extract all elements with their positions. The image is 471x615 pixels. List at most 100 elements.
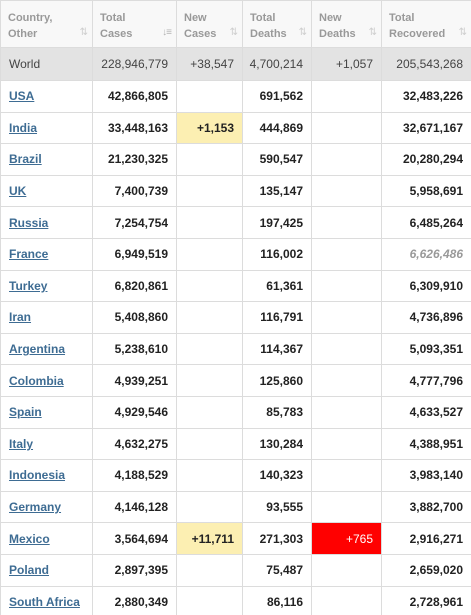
total-recovered-cell: 3,983,140 [381,459,471,492]
total-deaths-cell: 116,791 [242,301,312,334]
new-deaths-cell: +765 [311,522,382,555]
header-total-cases[interactable]: Total Cases ↓≡ [92,0,177,48]
country-link[interactable]: Italy [9,436,34,451]
sort-desc-icon[interactable]: ↓≡ [162,27,172,38]
new-cases-cell [176,332,243,366]
total-cases-cell: 21,230,325 [92,143,177,176]
table-row: Mexico 3,564,694 +11,711 271,303 +765 2,916,2… [0,522,471,555]
header-total-cases-line2: Cases [100,28,133,40]
total-recovered-cell: 4,777,796 [381,364,471,397]
total-recovered-cell: 2,659,020 [381,553,471,587]
total-recovered-cell: 4,633,527 [381,395,471,429]
new-deaths-cell [311,80,382,113]
header-new-deaths[interactable]: New Deaths ⇅ [311,0,382,48]
country-cell: Spain [0,395,93,429]
total-cases-cell: 6,820,861 [92,269,177,303]
country-cell: India [0,111,93,145]
new-deaths-cell [311,269,382,303]
total-deaths-cell: 197,425 [242,206,312,239]
country-link[interactable]: Poland [9,563,50,578]
header-new-deaths-line1: New [319,12,342,24]
header-country[interactable]: Country, Other ⇅ [0,0,93,48]
country-cell: Argentina [0,332,93,366]
country-link[interactable]: Mexico [9,531,50,546]
total-cases-cell: 2,897,395 [92,553,177,587]
new-cases-cell [176,459,243,492]
new-deaths-cell [311,490,382,524]
new-deaths-cell [311,174,382,208]
country-cell: Poland [0,553,93,587]
table-row: Argentina 5,238,610 114,367 5,093,351 [0,332,471,366]
header-total-deaths[interactable]: Total Deaths ⇅ [242,0,312,48]
total-recovered-cell: 32,671,167 [381,111,471,145]
country-link[interactable]: Spain [9,405,42,420]
country-link[interactable]: UK [9,184,27,199]
country-cell: Colombia [0,364,93,397]
country-link[interactable]: Germany [9,500,62,515]
header-new-cases-line2: Cases [184,28,217,40]
country-link[interactable]: India [9,120,38,135]
total-deaths-cell: 93,555 [242,490,312,524]
country-link[interactable]: Turkey [9,278,48,293]
total-deaths-cell: 86,116 [242,585,312,615]
total-deaths-cell: 85,783 [242,395,312,429]
header-total-recovered[interactable]: Total Recovered ⇅ [381,0,471,48]
country-cell: Italy [0,427,93,461]
table-row: France 6,949,519 116,002 6,626,486 [0,237,471,271]
total-recovered-cell: 6,485,264 [381,206,471,239]
new-cases-cell [176,80,243,113]
total-deaths-cell: 590,547 [242,143,312,176]
country-cell: Brazil [0,143,93,176]
new-cases-cell [176,585,243,615]
country-cell: South Africa [0,585,93,615]
total-cases-cell: 7,400,739 [92,174,177,208]
new-deaths-cell [311,364,382,397]
new-deaths-cell [311,553,382,587]
sort-both-icon[interactable]: ⇅ [458,27,467,38]
country-link[interactable]: France [9,247,49,262]
country-link[interactable]: Indonesia [9,468,66,483]
country-cell: France [0,237,93,271]
total-cases-cell: 4,929,546 [92,395,177,429]
new-deaths-cell [311,301,382,334]
country-link[interactable]: Iran [9,310,32,325]
world-total-recovered: 205,543,268 [381,47,471,81]
country-link[interactable]: Argentina [9,342,66,357]
total-recovered-cell: 5,958,691 [381,174,471,208]
sort-both-icon[interactable]: ⇅ [298,27,307,38]
country-link[interactable]: South Africa [9,594,80,609]
total-deaths-cell: 61,361 [242,269,312,303]
total-recovered-cell: 4,736,896 [381,301,471,334]
table-row: Colombia 4,939,251 125,860 4,777,796 [0,364,471,397]
country-link[interactable]: Russia [9,215,49,230]
world-row: World 228,946,779 +38,547 4,700,214 +1,0… [0,47,471,81]
country-cell: Turkey [0,269,93,303]
total-recovered-cell: 2,916,271 [381,522,471,555]
sort-both-icon[interactable]: ⇅ [229,27,238,38]
country-cell: Germany [0,490,93,524]
new-deaths-cell [311,206,382,239]
header-new-cases[interactable]: New Cases ⇅ [176,0,243,48]
new-deaths-cell [311,237,382,271]
country-link[interactable]: Brazil [9,152,42,167]
country-cell: Indonesia [0,459,93,492]
total-recovered-cell: 3,882,700 [381,490,471,524]
table-row: USA 42,866,805 691,562 32,483,226 [0,80,471,113]
total-cases-cell: 7,254,754 [92,206,177,239]
header-total-recovered-line1: Total [389,12,415,24]
sort-both-icon[interactable]: ⇅ [368,27,377,38]
country-link[interactable]: USA [9,89,35,104]
sort-both-icon[interactable]: ⇅ [79,27,88,38]
country-link[interactable]: Colombia [9,373,64,388]
new-cases-cell [176,174,243,208]
table-row: UK 7,400,739 135,147 5,958,691 [0,174,471,208]
world-total-cases: 228,946,779 [92,47,177,81]
total-cases-cell: 33,448,163 [92,111,177,145]
country-cell: UK [0,174,93,208]
new-cases-cell [176,269,243,303]
new-cases-cell [176,301,243,334]
new-cases-cell [176,364,243,397]
total-deaths-cell: 140,323 [242,459,312,492]
world-new-deaths: +1,057 [311,47,382,81]
